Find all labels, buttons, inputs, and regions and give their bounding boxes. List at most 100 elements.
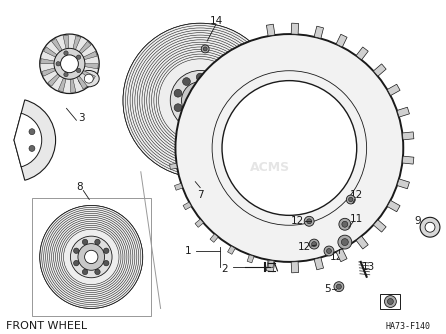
Polygon shape [387, 200, 400, 212]
Polygon shape [291, 23, 298, 34]
Circle shape [174, 89, 182, 97]
Circle shape [191, 91, 209, 110]
Polygon shape [356, 47, 368, 60]
Circle shape [309, 239, 319, 249]
Circle shape [196, 120, 204, 128]
Wedge shape [14, 100, 56, 180]
Text: HA73-F140: HA73-F140 [386, 322, 431, 331]
Circle shape [336, 284, 341, 289]
Circle shape [425, 222, 435, 232]
Wedge shape [77, 76, 87, 89]
Text: 3: 3 [78, 113, 85, 123]
Circle shape [338, 235, 352, 249]
Polygon shape [336, 249, 347, 262]
Wedge shape [82, 70, 95, 81]
Circle shape [70, 236, 112, 278]
Text: 12: 12 [297, 242, 311, 252]
Circle shape [349, 197, 353, 202]
Circle shape [339, 218, 351, 230]
Circle shape [307, 219, 312, 224]
Polygon shape [314, 258, 323, 270]
Text: 12: 12 [330, 252, 343, 262]
Circle shape [342, 221, 348, 227]
Polygon shape [268, 260, 274, 268]
Polygon shape [266, 24, 275, 36]
Circle shape [40, 34, 99, 94]
Circle shape [61, 55, 78, 73]
Wedge shape [48, 74, 60, 86]
Circle shape [312, 241, 317, 246]
Circle shape [64, 51, 68, 55]
Wedge shape [85, 64, 98, 69]
Polygon shape [169, 163, 177, 169]
Circle shape [74, 261, 79, 266]
Circle shape [219, 89, 226, 97]
Polygon shape [402, 156, 414, 164]
Circle shape [175, 34, 403, 262]
Wedge shape [42, 68, 56, 76]
Circle shape [74, 248, 79, 254]
Text: 6: 6 [385, 296, 392, 306]
Polygon shape [266, 260, 275, 272]
Polygon shape [183, 202, 191, 210]
Wedge shape [41, 59, 54, 64]
Text: 7: 7 [197, 190, 203, 199]
Circle shape [388, 299, 393, 305]
Text: 12: 12 [291, 216, 304, 226]
Text: 12: 12 [350, 190, 363, 199]
Circle shape [210, 77, 218, 86]
Circle shape [54, 48, 85, 79]
Polygon shape [373, 64, 386, 76]
Circle shape [182, 82, 219, 119]
Ellipse shape [78, 70, 99, 87]
Polygon shape [210, 234, 218, 242]
Circle shape [56, 61, 60, 66]
Wedge shape [58, 78, 66, 92]
Text: 11: 11 [350, 214, 363, 224]
Circle shape [29, 146, 35, 151]
Polygon shape [227, 246, 235, 254]
Circle shape [341, 238, 348, 245]
Circle shape [304, 216, 314, 226]
Circle shape [420, 217, 440, 237]
Circle shape [170, 70, 230, 130]
Circle shape [182, 77, 190, 86]
Polygon shape [174, 183, 183, 190]
Polygon shape [291, 262, 298, 273]
Circle shape [123, 23, 277, 178]
Circle shape [95, 239, 100, 245]
Wedge shape [83, 51, 97, 60]
Circle shape [40, 205, 143, 309]
Circle shape [85, 250, 98, 264]
Circle shape [326, 248, 331, 254]
Wedge shape [44, 47, 57, 57]
Text: ACMS: ACMS [249, 161, 289, 174]
Wedge shape [14, 113, 42, 167]
Circle shape [384, 296, 396, 308]
Polygon shape [397, 179, 409, 189]
Circle shape [103, 261, 109, 266]
Circle shape [201, 45, 209, 53]
Wedge shape [70, 79, 76, 93]
Circle shape [76, 68, 81, 72]
Polygon shape [356, 236, 368, 249]
Polygon shape [402, 132, 414, 140]
Text: 2: 2 [222, 264, 228, 274]
Circle shape [83, 239, 88, 245]
Circle shape [222, 80, 357, 215]
Wedge shape [52, 38, 62, 52]
Text: 14: 14 [210, 16, 223, 26]
Circle shape [95, 269, 100, 275]
Polygon shape [373, 220, 386, 232]
Circle shape [203, 47, 207, 51]
Polygon shape [247, 255, 254, 263]
Circle shape [76, 55, 81, 59]
Wedge shape [63, 35, 69, 49]
Circle shape [78, 243, 104, 270]
Circle shape [174, 104, 182, 112]
Circle shape [210, 116, 218, 123]
Text: 9: 9 [415, 216, 421, 226]
Text: 1: 1 [185, 246, 192, 256]
Polygon shape [397, 107, 409, 117]
Polygon shape [387, 84, 400, 96]
